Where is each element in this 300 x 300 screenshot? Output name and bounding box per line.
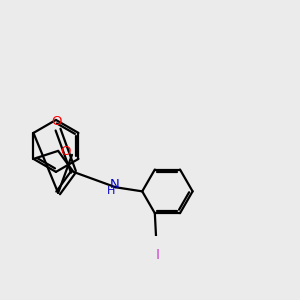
Text: H: H <box>106 186 115 197</box>
Text: I: I <box>155 248 159 262</box>
Text: N: N <box>110 178 120 191</box>
Text: O: O <box>60 145 71 158</box>
Text: O: O <box>51 115 62 128</box>
